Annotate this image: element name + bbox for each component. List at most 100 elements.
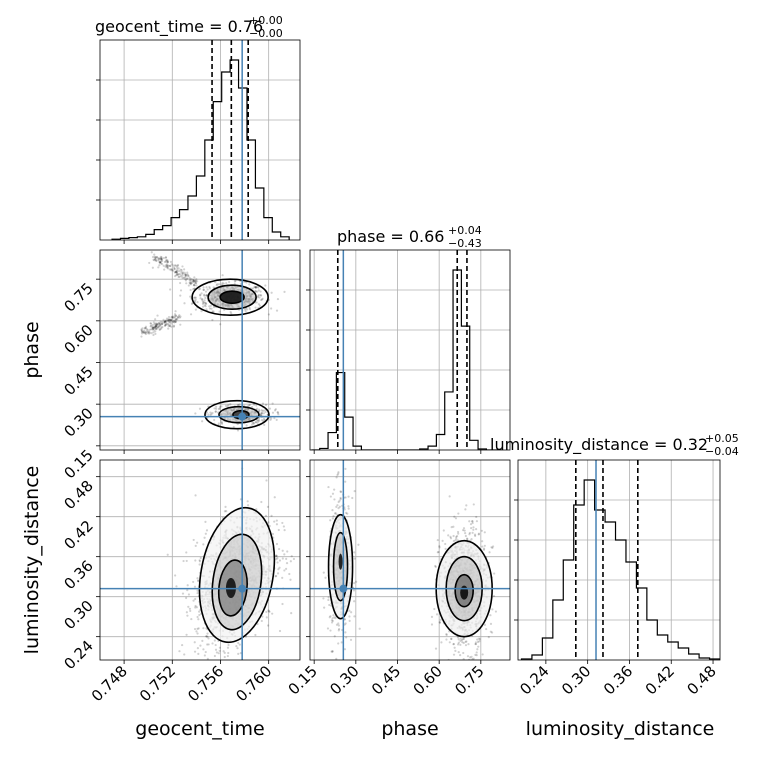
ld-gt-samples-point bbox=[186, 589, 189, 592]
ld-gt-samples-point bbox=[267, 624, 270, 627]
ld-gt-samples-point bbox=[275, 554, 278, 558]
ld-phase-samples-point bbox=[467, 662, 469, 664]
phase-gt-samples-point bbox=[254, 286, 258, 289]
phase-gt-samples-point bbox=[159, 257, 162, 260]
ld-phase-samples-point bbox=[491, 546, 494, 550]
phase-gt-samples-point bbox=[159, 323, 162, 327]
phase-gt-samples-point bbox=[164, 320, 167, 323]
phase-gt-samples-point bbox=[255, 421, 258, 424]
ld-phase-samples-point bbox=[442, 529, 445, 532]
ld-gt-samples-point bbox=[285, 567, 288, 570]
phase-gt-samples-point bbox=[178, 316, 181, 319]
phase-gt-samples-point bbox=[255, 286, 258, 289]
ld-phase-samples-point bbox=[462, 637, 466, 641]
phase-gt-samples-point bbox=[205, 294, 208, 297]
phase-gt-samples-point bbox=[151, 266, 154, 269]
phase-gt-samples-point bbox=[168, 324, 171, 327]
ld-phase-samples-point bbox=[471, 658, 474, 660]
ld-phase-samples-point bbox=[470, 527, 473, 530]
ld-phase-samples-point bbox=[323, 606, 326, 609]
phase-gt-samples-point bbox=[157, 258, 160, 261]
ld-phase-samples-point bbox=[487, 636, 490, 639]
phase-gt-samples-point bbox=[154, 325, 157, 328]
phase-gt-samples-point bbox=[244, 310, 247, 313]
phase-gt-samples-point bbox=[174, 318, 178, 321]
phase-gt-samples-point bbox=[166, 261, 169, 264]
phase-gt-samples-point bbox=[198, 288, 201, 291]
phase-gt-samples-point bbox=[164, 324, 167, 327]
phase-gt-samples-point bbox=[248, 283, 251, 286]
ld-phase-samples-point bbox=[332, 515, 335, 518]
phase-gt-samples-point bbox=[144, 327, 148, 330]
ld-phase-samples-point bbox=[456, 530, 460, 534]
diag-luminosity-distance-x-label-3: 0.42 bbox=[642, 662, 678, 698]
phase-gt-samples-point bbox=[259, 294, 263, 297]
phase-gt-contour-outer-bottom bbox=[204, 399, 270, 430]
phase-gt-samples-point bbox=[159, 260, 162, 263]
phase-gt-samples-point bbox=[190, 277, 193, 281]
ld-gt-samples-point bbox=[196, 589, 199, 592]
ld-phase-samples-point bbox=[473, 533, 477, 536]
phase-gt-samples-point bbox=[175, 264, 178, 267]
phase-gt-samples-point bbox=[213, 418, 216, 422]
phase-gt-samples-point bbox=[165, 265, 169, 268]
ld-phase-samples-point bbox=[477, 533, 480, 536]
phase-gt-samples-point bbox=[167, 325, 170, 328]
ld-gt-samples-point bbox=[192, 599, 195, 602]
ld-phase-samples-point bbox=[348, 609, 351, 612]
ld-gt-samples-point bbox=[204, 650, 207, 654]
ld-phase-samples-point bbox=[348, 615, 351, 618]
ld-phase-samples-point bbox=[472, 657, 475, 660]
phase-gt-samples-point bbox=[155, 259, 158, 263]
ld-gt-samples-point bbox=[185, 596, 188, 600]
ld-phase-samples-point bbox=[326, 627, 330, 630]
phase-gt-samples-point bbox=[163, 321, 166, 325]
phase-gt-samples-point bbox=[143, 329, 146, 332]
phase-gt-samples-point bbox=[193, 299, 196, 302]
phase-gt-samples-point bbox=[149, 325, 152, 328]
ld-gt-samples-point bbox=[238, 643, 241, 646]
phase-gt-samples-point bbox=[190, 280, 193, 283]
phase-gt-samples-point bbox=[168, 320, 171, 323]
ld-phase-samples-point bbox=[445, 632, 448, 636]
phase-gt-samples-point bbox=[188, 281, 191, 284]
ld-gt-samples-point bbox=[182, 559, 185, 563]
phase-gt-frame bbox=[99, 249, 301, 451]
phase-gt-samples-point bbox=[143, 331, 146, 334]
phase-gt-samples-point bbox=[144, 327, 147, 330]
ld-phase-samples-point bbox=[344, 480, 347, 483]
phase-gt-samples-point bbox=[146, 328, 149, 331]
phase-gt-samples-point bbox=[154, 332, 157, 336]
ld-gt-samples-point bbox=[278, 559, 282, 562]
phase-gt-samples-point bbox=[174, 320, 177, 323]
phase-gt-samples-point bbox=[172, 324, 176, 327]
ld-phase-samples-point bbox=[335, 505, 338, 508]
phase-gt-samples-point bbox=[273, 417, 276, 420]
phase-gt-samples-point bbox=[202, 301, 205, 304]
diag-geocent-time-frame bbox=[99, 39, 301, 241]
phase-gt-samples-point bbox=[189, 281, 192, 284]
phase-gt-samples-point bbox=[208, 307, 212, 310]
title-geocent-time-plus: +0.00 bbox=[249, 14, 283, 27]
ld-phase-samples-point bbox=[472, 503, 475, 506]
phase-gt-samples-point bbox=[198, 287, 202, 290]
ld-gt-samples-point bbox=[224, 505, 227, 508]
ld-phase-samples-point bbox=[481, 545, 484, 548]
ld-phase-samples-point bbox=[469, 523, 473, 526]
ld-gt-samples-point bbox=[186, 584, 189, 587]
phase-gt-samples-point bbox=[237, 404, 240, 407]
ld-phase-samples-point bbox=[454, 539, 457, 542]
ld-phase-samples-point bbox=[464, 532, 467, 535]
phase-gt-samples-point bbox=[172, 269, 175, 272]
ld-phase-samples-point bbox=[438, 546, 441, 549]
phase-gt-samples-point bbox=[202, 286, 205, 289]
lg-x-label-3: 0.760 bbox=[232, 662, 275, 705]
phase-gt-samples-point bbox=[160, 327, 163, 330]
ld-phase-samples-point bbox=[468, 533, 471, 536]
ld-gt-samples-point bbox=[187, 593, 191, 596]
phase-gt-samples-point bbox=[156, 323, 159, 326]
phase-gt-samples-point bbox=[175, 271, 179, 274]
phase-gt-samples-point bbox=[236, 429, 240, 432]
ld-phase-samples-point bbox=[457, 651, 460, 654]
phase-gt-samples-point bbox=[194, 279, 197, 282]
